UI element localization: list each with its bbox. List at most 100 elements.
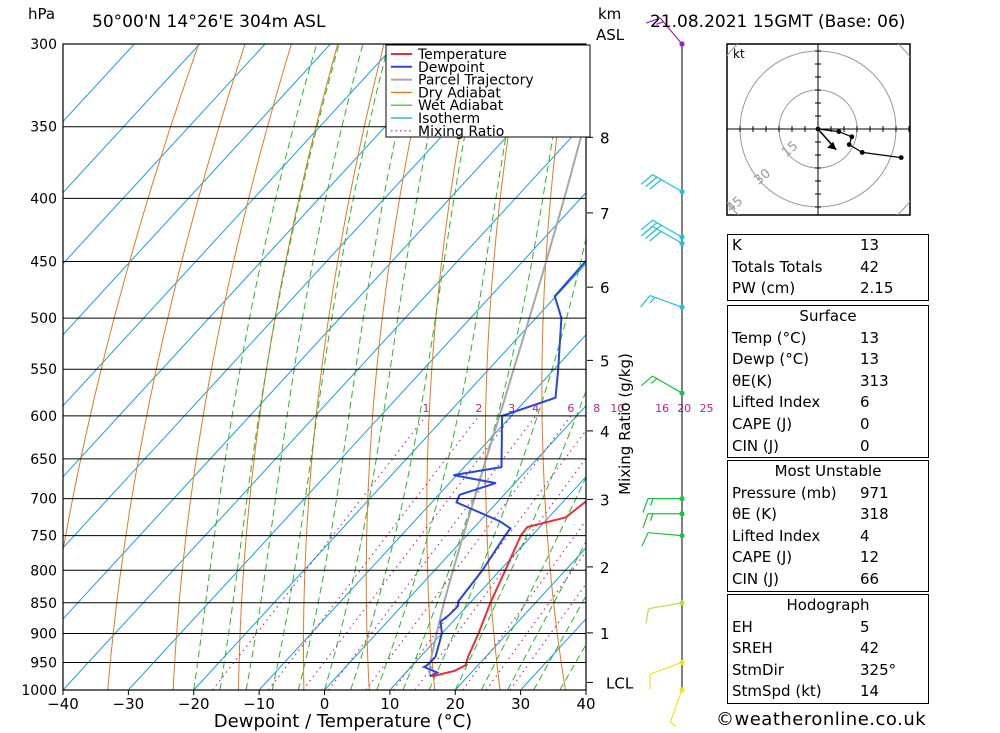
- dry-adiabat-line: [238, 44, 339, 690]
- wind-barb: [640, 225, 685, 246]
- mixing-ratio-label: 6: [567, 402, 574, 415]
- wind-barb-staff: [649, 661, 683, 675]
- isotherm-line: [63, 120, 586, 690]
- pressure-tick-label: 550: [30, 362, 57, 378]
- mixing-ratio-label: 16: [655, 402, 669, 415]
- pressure-tick-label: 350: [30, 120, 57, 136]
- wind-barb-half-flag: [650, 378, 658, 384]
- wind-barb: [640, 174, 685, 195]
- isotherm-line: [258, 333, 586, 690]
- height-tick-label: 7: [600, 205, 610, 223]
- hodograph-point: [898, 155, 904, 161]
- legend-box: [385, 44, 591, 138]
- isotherm-line: [63, 44, 331, 336]
- wind-barb: [645, 600, 685, 624]
- legend-entry: Mixing Ratio: [418, 124, 504, 140]
- mu-row: CAPE (J) 12: [732, 548, 880, 567]
- height-tick-label: 3: [600, 491, 610, 509]
- legend-entry: Parcel Trajectory: [418, 73, 534, 89]
- mixing-ratio-line: [485, 550, 586, 690]
- index-row-totals: Totals Totals 42: [732, 257, 880, 276]
- wet-adiabat-line: [219, 44, 340, 690]
- isotherm-line: [128, 191, 586, 690]
- legend-entry: Dewpoint: [418, 60, 485, 76]
- hodo-row: StmDir 325°: [732, 660, 897, 679]
- wind-barb-half-flag: [656, 21, 664, 25]
- mixing-ratio-line: [509, 583, 586, 690]
- pressure-tick-label: 750: [30, 529, 57, 545]
- index-row-k: K 13: [732, 236, 880, 254]
- wind-barb-flag: [640, 375, 653, 387]
- credit-link[interactable]: ©weatheronline.co.uk: [716, 709, 927, 730]
- mu-row: θE (K) 318: [732, 505, 889, 524]
- mixing-ratio-line: [365, 415, 572, 690]
- hodograph-trace: [817, 128, 902, 159]
- wind-barb-staff: [652, 219, 683, 238]
- wind-barb: [640, 295, 685, 310]
- isotherm-line: [454, 547, 586, 690]
- isotherm-line: [63, 44, 266, 265]
- height-tick-label: LCL: [606, 674, 634, 692]
- wind-barb-staff: [648, 532, 683, 537]
- mu-row: Pressure (mb) 971: [732, 483, 889, 502]
- temperature-tick-label: −30: [113, 695, 145, 713]
- wind-barb-staff: [669, 689, 683, 723]
- pressure-tick-label: 700: [30, 492, 57, 508]
- hodograph-point: [846, 142, 852, 148]
- pressure-tick-label: 900: [30, 626, 57, 642]
- dry-adiabat-line: [365, 44, 431, 690]
- hodo-row: StmSpd (kt) 14: [732, 682, 880, 701]
- km-unit: km: [598, 5, 622, 23]
- mixing-ratio-line: [392, 429, 586, 690]
- wind-barb-flag: [640, 219, 653, 231]
- dry-adiabat-line: [940, 44, 1000, 690]
- wind-barb-flag: [642, 513, 649, 528]
- hodograph-point: [836, 129, 842, 135]
- pressure-tick-label: 600: [30, 409, 57, 425]
- wind-barb: [641, 532, 685, 547]
- wind-barb: [642, 511, 685, 528]
- surface-row: CAPE (J) 0: [732, 414, 870, 433]
- storm-motion-arrowhead: [827, 141, 837, 150]
- hodo-row: SREH 42: [732, 639, 880, 658]
- wet-adiabat-line: [428, 235, 586, 690]
- surface-row: Temp (°C) 13: [732, 328, 880, 347]
- wind-barb-flag: [642, 498, 649, 513]
- isotherm-line: [63, 44, 527, 549]
- isotherm-line: [389, 476, 586, 690]
- hodograph-indices-box: Hodograph EH 5 SREH 42 StmDir 325° StmSpd (…: [727, 594, 929, 704]
- isotherm-line: [63, 44, 462, 478]
- mixing-ratio-label: 1: [422, 402, 429, 415]
- temperature-tick-label: 10: [380, 695, 399, 713]
- mixing-ratio-axis-label: Mixing Ratio (g/kg): [616, 353, 634, 495]
- wet-adiabat-line: [271, 44, 389, 690]
- hodo-row: EH 5: [732, 617, 870, 636]
- pressure-unit: hPa: [28, 5, 56, 23]
- wind-barb-flag: [645, 608, 650, 624]
- most-unstable-box: Most Unstable Pressure (mb) 971 θE (K) 318…: [727, 460, 929, 592]
- pressure-tick-label: 1000: [21, 683, 57, 699]
- surface-indices-box: Surface Temp (°C) 13 Dewp (°C) 13 θE(K) 313…: [727, 305, 929, 459]
- pressure-tick-label: 850: [30, 596, 57, 612]
- temperature-tick-label: 30: [511, 695, 530, 713]
- mixing-ratio-line: [302, 415, 513, 690]
- wet-adiabat-line: [480, 476, 586, 690]
- surface-row: CIN (J) 0: [732, 436, 870, 455]
- wind-barb-staff: [652, 174, 683, 193]
- temperature-trace: [431, 500, 586, 678]
- temperature-tick-label: −10: [243, 695, 275, 713]
- pressure-tick-label: 450: [30, 255, 57, 271]
- general-indices-box: K 13 Totals Totals 42 PW (cm) 2.15: [727, 234, 929, 301]
- mixing-ratio-label: 10: [610, 402, 624, 415]
- surface-row: Lifted Index 6: [732, 393, 870, 412]
- height-tick-label: 5: [600, 352, 610, 370]
- isotherm-line: [63, 44, 397, 407]
- pressure-tick-label: 950: [30, 655, 57, 671]
- isotherm-line: [63, 49, 586, 620]
- location-label: 50°00'N 14°26'E 304m ASL: [92, 12, 326, 32]
- wet-adiabat-line: [376, 44, 523, 690]
- wind-barb-flag: [645, 222, 658, 233]
